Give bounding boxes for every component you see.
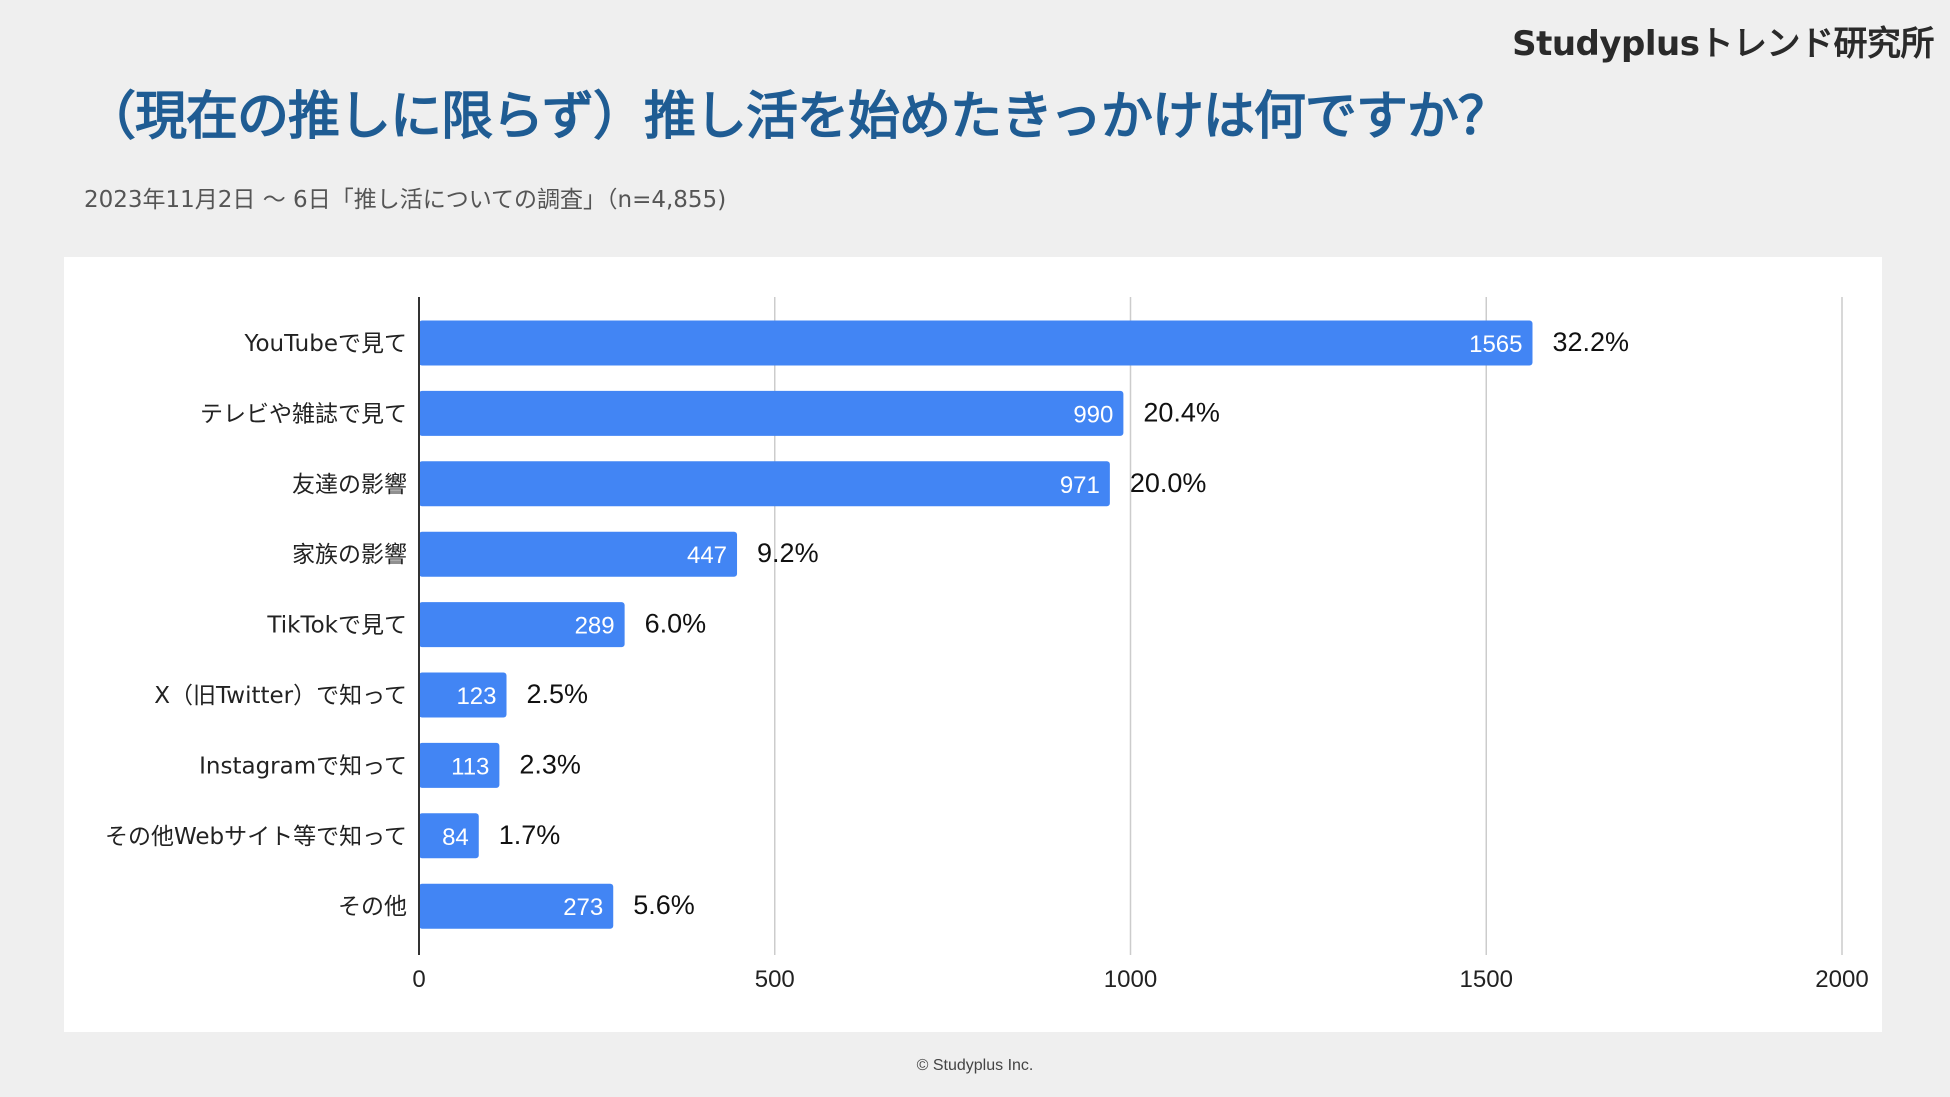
- percent-label: 1.7%: [499, 820, 561, 850]
- bar-value-label: 113: [451, 753, 489, 780]
- bar: [419, 602, 625, 648]
- category-label: テレビや雑誌で見て: [200, 401, 407, 427]
- bar-value-label: 990: [1073, 401, 1113, 428]
- bar-value-label: 447: [687, 542, 727, 569]
- survey-subtitle: 2023年11月2日 〜 6日「推し活についての調査」（n=4,855): [84, 187, 727, 213]
- x-tick-label: 0: [412, 966, 425, 993]
- percent-label: 2.5%: [527, 679, 589, 709]
- category-label: X（旧Twitter）で知って: [154, 683, 407, 709]
- bar-value-label: 289: [575, 613, 615, 640]
- percent-label: 6.0%: [645, 609, 707, 639]
- category-label: TikTokで見て: [266, 613, 407, 639]
- bar-value-label: 971: [1060, 472, 1100, 499]
- x-tick-label: 500: [755, 966, 795, 993]
- category-label: YouTubeで見て: [243, 331, 407, 357]
- x-tick-label: 1000: [1104, 966, 1157, 993]
- category-label: その他: [338, 894, 407, 920]
- category-label: 友達の影響: [292, 472, 407, 498]
- bar: [419, 320, 1533, 366]
- bar: [419, 672, 507, 718]
- chart-panel: 0 500 1000 1500 2000 YouTubeで見て 1565 32.2% テレビや雑…: [64, 257, 1882, 1032]
- percent-label: 5.6%: [633, 890, 695, 920]
- bar: [419, 883, 614, 929]
- brand-logo: Studyplusトレンド研究所: [1512, 24, 1934, 64]
- percent-label: 32.2%: [1552, 327, 1629, 357]
- bar-chart: 0 500 1000 1500 2000 YouTubeで見て 1565 32.2% テレビや雑…: [105, 297, 1869, 993]
- page-title: （現在の推しに限らず）推し活を始めたきっかけは何ですか？: [84, 87, 1510, 147]
- bar: [419, 461, 1110, 507]
- x-tick-label: 1500: [1460, 966, 1513, 993]
- bar: [419, 531, 738, 577]
- percent-label: 9.2%: [757, 538, 819, 568]
- copyright-notice: © Studyplus Inc.: [916, 1057, 1034, 1074]
- bar: [419, 813, 479, 859]
- category-label: Instagramで知って: [199, 753, 407, 779]
- x-tick-label: 2000: [1815, 966, 1868, 993]
- bar-value-label: 123: [456, 683, 496, 710]
- bar-value-label: 84: [442, 824, 469, 851]
- percent-label: 2.3%: [519, 749, 581, 779]
- bar-value-label: 1565: [1469, 331, 1522, 358]
- bar: [419, 742, 500, 788]
- category-label: その他Webサイト等で知って: [105, 824, 407, 850]
- percent-label: 20.0%: [1130, 468, 1207, 498]
- category-label: 家族の影響: [292, 542, 407, 568]
- bar: [419, 390, 1124, 436]
- percent-label: 20.4%: [1143, 397, 1220, 427]
- bar-value-label: 273: [563, 894, 603, 921]
